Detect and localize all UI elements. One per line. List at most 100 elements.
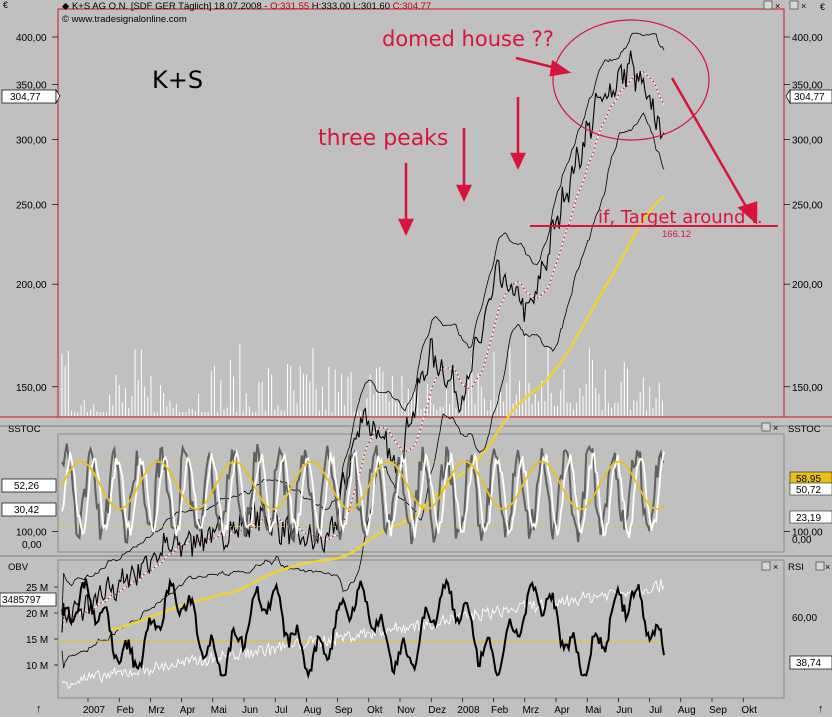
sstoc-title: SSTOC <box>8 424 41 435</box>
sstoc-panel-window-buttons[interactable]: × <box>761 422 778 433</box>
moving-average-red-dotted <box>61 71 665 633</box>
sstoc-zero-right: 0,00 <box>792 535 812 546</box>
bollinger-lower <box>61 112 665 669</box>
open-value: O:331.55 <box>270 1 309 12</box>
price-line <box>61 50 665 633</box>
price-tick-label-left-6: 100,00 <box>16 527 47 538</box>
rsi-title: RSI <box>788 562 804 573</box>
target-label: if, Target around .. <box>598 207 763 228</box>
rsi-value-tag: 38,74 <box>789 655 832 670</box>
target-arrow <box>670 77 750 211</box>
price-tick-label-right-2: 300,00 <box>792 136 823 147</box>
sstoc-signal-line <box>61 460 665 511</box>
instrument-label: K+S AG O.N. [SDF GER Täglich] 18.07.2008… <box>72 1 270 12</box>
three-peaks-label: three peaks <box>318 126 448 151</box>
x-tick-label-21: Okt <box>741 705 757 716</box>
sstoc-tag-2: 30,42 <box>1 502 57 517</box>
rsi-maximize-icon[interactable] <box>815 561 825 571</box>
last-price-tag-left: 304,77 <box>1 88 61 105</box>
x-tick-label-10: Nov <box>397 705 415 716</box>
last-price-left-text: 304,77 <box>10 92 41 103</box>
x-tick-label-9: Okt <box>367 705 383 716</box>
price-tick-label-left-4: 200,00 <box>16 280 47 291</box>
x-tick-label-15: Apr <box>554 705 570 716</box>
svg-text:58,95: 58,95 <box>796 474 821 485</box>
target-value-label: 166.12 <box>662 229 691 240</box>
obv-line <box>61 577 665 680</box>
x-tick-label-19: Aug <box>678 705 696 716</box>
x-tick-label-11: Dez <box>428 705 446 716</box>
obv-tick-label-2: 15 M <box>26 635 48 646</box>
x-tick-label-2: Mrz <box>148 705 165 716</box>
currency-left: € <box>3 0 8 10</box>
sstoc-left-tag-1: 52,26 <box>14 481 39 492</box>
price-tick-label-right-3: 250,00 <box>792 201 823 212</box>
x-tick-label-0: 2007 <box>83 705 106 716</box>
obv-panel-window-buttons[interactable]: × × <box>761 561 830 572</box>
price-tick-label-right-5: 150,00 <box>792 383 823 394</box>
domed-house-label: domed house ?? <box>382 27 554 51</box>
sstoc-right-tag-2: 50,72 <box>789 482 832 496</box>
x-tick-label-17: Jun <box>616 705 632 716</box>
sstoc-title-right: SSTOC <box>788 424 821 435</box>
sstoc-zero-left: 0,00 <box>22 540 42 551</box>
rsi-close-icon[interactable]: × <box>825 562 830 572</box>
price-tick-label-right-4: 200,00 <box>792 280 823 291</box>
price-axes: 400,00 400,00 350,00 350,00 300,00 300,00 250,… <box>16 33 823 538</box>
last-price-right-text: 304,77 <box>794 92 825 103</box>
sstoc-fast-line <box>61 448 665 539</box>
dome-arrow <box>515 56 557 70</box>
price-tick-label-right-1: 350,00 <box>792 81 823 92</box>
obv-tick-label-3: 10 M <box>26 661 48 672</box>
ticker-label: K+S <box>152 66 203 94</box>
scroll-up-icon-right[interactable]: ↑ <box>818 703 824 715</box>
x-axis: 2007 Feb Mrz Apr Mai Jun Jul Aug Sep Okt Nov Dez 200… <box>83 698 757 716</box>
close-icon[interactable]: × <box>775 1 780 11</box>
high-value: H:333.00 <box>312 1 351 12</box>
price-tick-label-right-6: 100,00 <box>792 527 823 538</box>
x-tick-label-20: Sep <box>709 705 727 716</box>
sstoc-maximize-icon[interactable] <box>761 422 771 432</box>
rsi-line <box>61 578 665 690</box>
obv-value-tag: 3485797 <box>0 592 57 607</box>
obv-tick-label-1: 20 M <box>26 609 48 620</box>
obv-title: OBV <box>8 562 29 573</box>
maximize-icon[interactable] <box>763 0 773 10</box>
price-panel-window-buttons[interactable]: × × <box>763 0 806 11</box>
obv-tag-text: 3485797 <box>2 595 41 606</box>
x-tick-label-4: Mai <box>211 705 227 716</box>
peak-arrow-2-head <box>456 184 472 202</box>
price-tick-label-left-3: 250,00 <box>16 201 47 212</box>
close-value: C:304.77 <box>393 1 432 12</box>
obv-maximize-icon[interactable] <box>761 561 771 571</box>
svg-text:50,72: 50,72 <box>796 485 821 496</box>
header-marker-icon: ◆ <box>62 1 72 12</box>
sstoc-left-tag-2: 30,42 <box>14 505 39 516</box>
svg-text:23,19: 23,19 <box>796 513 821 524</box>
dome-ellipse <box>552 19 710 141</box>
x-tick-label-1: Feb <box>117 705 135 716</box>
low-value: L:301.60 <box>353 1 390 12</box>
peak-arrow-1-head <box>398 218 414 236</box>
sstoc-tag-1: 52,26 <box>1 478 57 493</box>
close-icon-right[interactable]: × <box>801 1 806 11</box>
rsi-tick-label-0: 60,00 <box>792 613 817 624</box>
sstoc-slow-line <box>61 443 665 545</box>
volume-bars <box>61 335 663 416</box>
price-tick-label-right-0: 400,00 <box>792 33 823 44</box>
target-arrow-head <box>737 201 758 225</box>
maximize-icon-right[interactable] <box>789 0 799 10</box>
source-label: © www.tradesignalonline.com <box>62 14 187 25</box>
peak-arrow-3-head <box>510 152 526 170</box>
x-tick-label-12: 2008 <box>457 705 480 716</box>
last-price-tag-right: 304,77 <box>785 88 832 105</box>
x-tick-label-3: Apr <box>180 705 196 716</box>
sstoc-close-icon[interactable]: × <box>773 423 778 433</box>
obv-close-icon[interactable]: × <box>773 562 778 572</box>
x-tick-label-16: Mai <box>585 705 601 716</box>
price-tick-label-left-2: 300,00 <box>16 136 47 147</box>
scroll-up-icon[interactable]: ↑ <box>36 703 42 715</box>
